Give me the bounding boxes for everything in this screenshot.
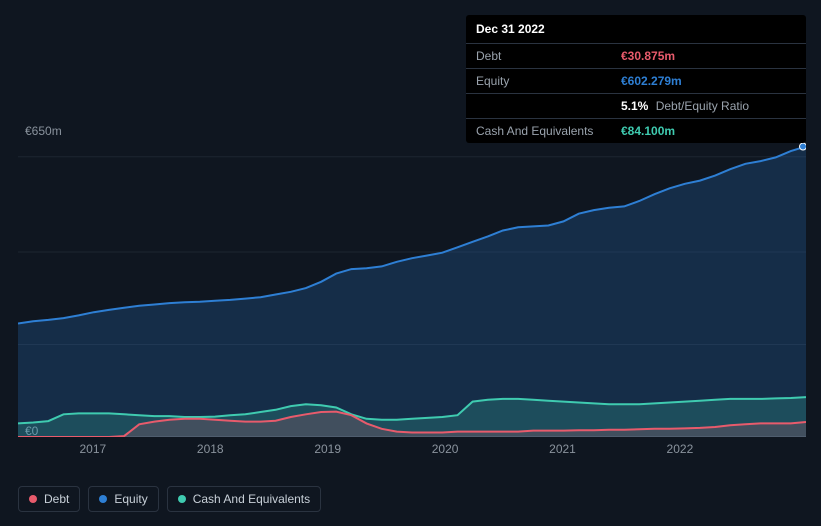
tooltip-row-value: €602.279m [621, 74, 682, 88]
tooltip-row-value: €84.100m [621, 124, 675, 138]
equity-end-marker [800, 143, 807, 150]
x-axis-tick: 2021 [549, 442, 576, 456]
tooltip-row-label: Equity [476, 74, 621, 88]
tooltip-row-label: Debt [476, 49, 621, 63]
legend-item-debt[interactable]: Debt [18, 486, 80, 512]
legend-dot-icon [99, 495, 107, 503]
x-axis-tick: 2022 [667, 442, 694, 456]
tooltip-row-note: Debt/Equity Ratio [652, 99, 749, 113]
chart-tooltip: Dec 31 2022 Debt€30.875mEquity€602.279m5… [466, 15, 806, 143]
legend-item-cash-and-equivalents[interactable]: Cash And Equivalents [167, 486, 321, 512]
tooltip-row-label: Cash And Equivalents [476, 124, 621, 138]
tooltip-row: Cash And Equivalents€84.100m [466, 119, 806, 143]
tooltip-row: 5.1% Debt/Equity Ratio [466, 94, 806, 119]
x-axis-tick: 2017 [80, 442, 107, 456]
legend-dot-icon [178, 495, 186, 503]
x-axis-tick: 2020 [432, 442, 459, 456]
tooltip-row-label [476, 99, 621, 113]
legend-item-label: Equity [114, 492, 147, 506]
tooltip-date: Dec 31 2022 [466, 15, 806, 44]
legend-dot-icon [29, 495, 37, 503]
y-axis-max-label: €650m [25, 124, 62, 138]
series-area-equity [18, 147, 806, 438]
area-chart [18, 142, 806, 437]
x-axis-tick: 2019 [314, 442, 341, 456]
tooltip-row: Equity€602.279m [466, 69, 806, 94]
x-axis-tick: 2018 [197, 442, 224, 456]
legend-item-equity[interactable]: Equity [88, 486, 158, 512]
tooltip-row-value: €30.875m [621, 49, 675, 63]
x-axis: 2017 2018 2019 2020 2021 2022 [18, 442, 806, 462]
chart-legend: Debt Equity Cash And Equivalents [18, 486, 321, 512]
tooltip-row: Debt€30.875m [466, 44, 806, 69]
legend-item-label: Debt [44, 492, 69, 506]
tooltip-row-value: 5.1% Debt/Equity Ratio [621, 99, 749, 113]
legend-item-label: Cash And Equivalents [193, 492, 310, 506]
